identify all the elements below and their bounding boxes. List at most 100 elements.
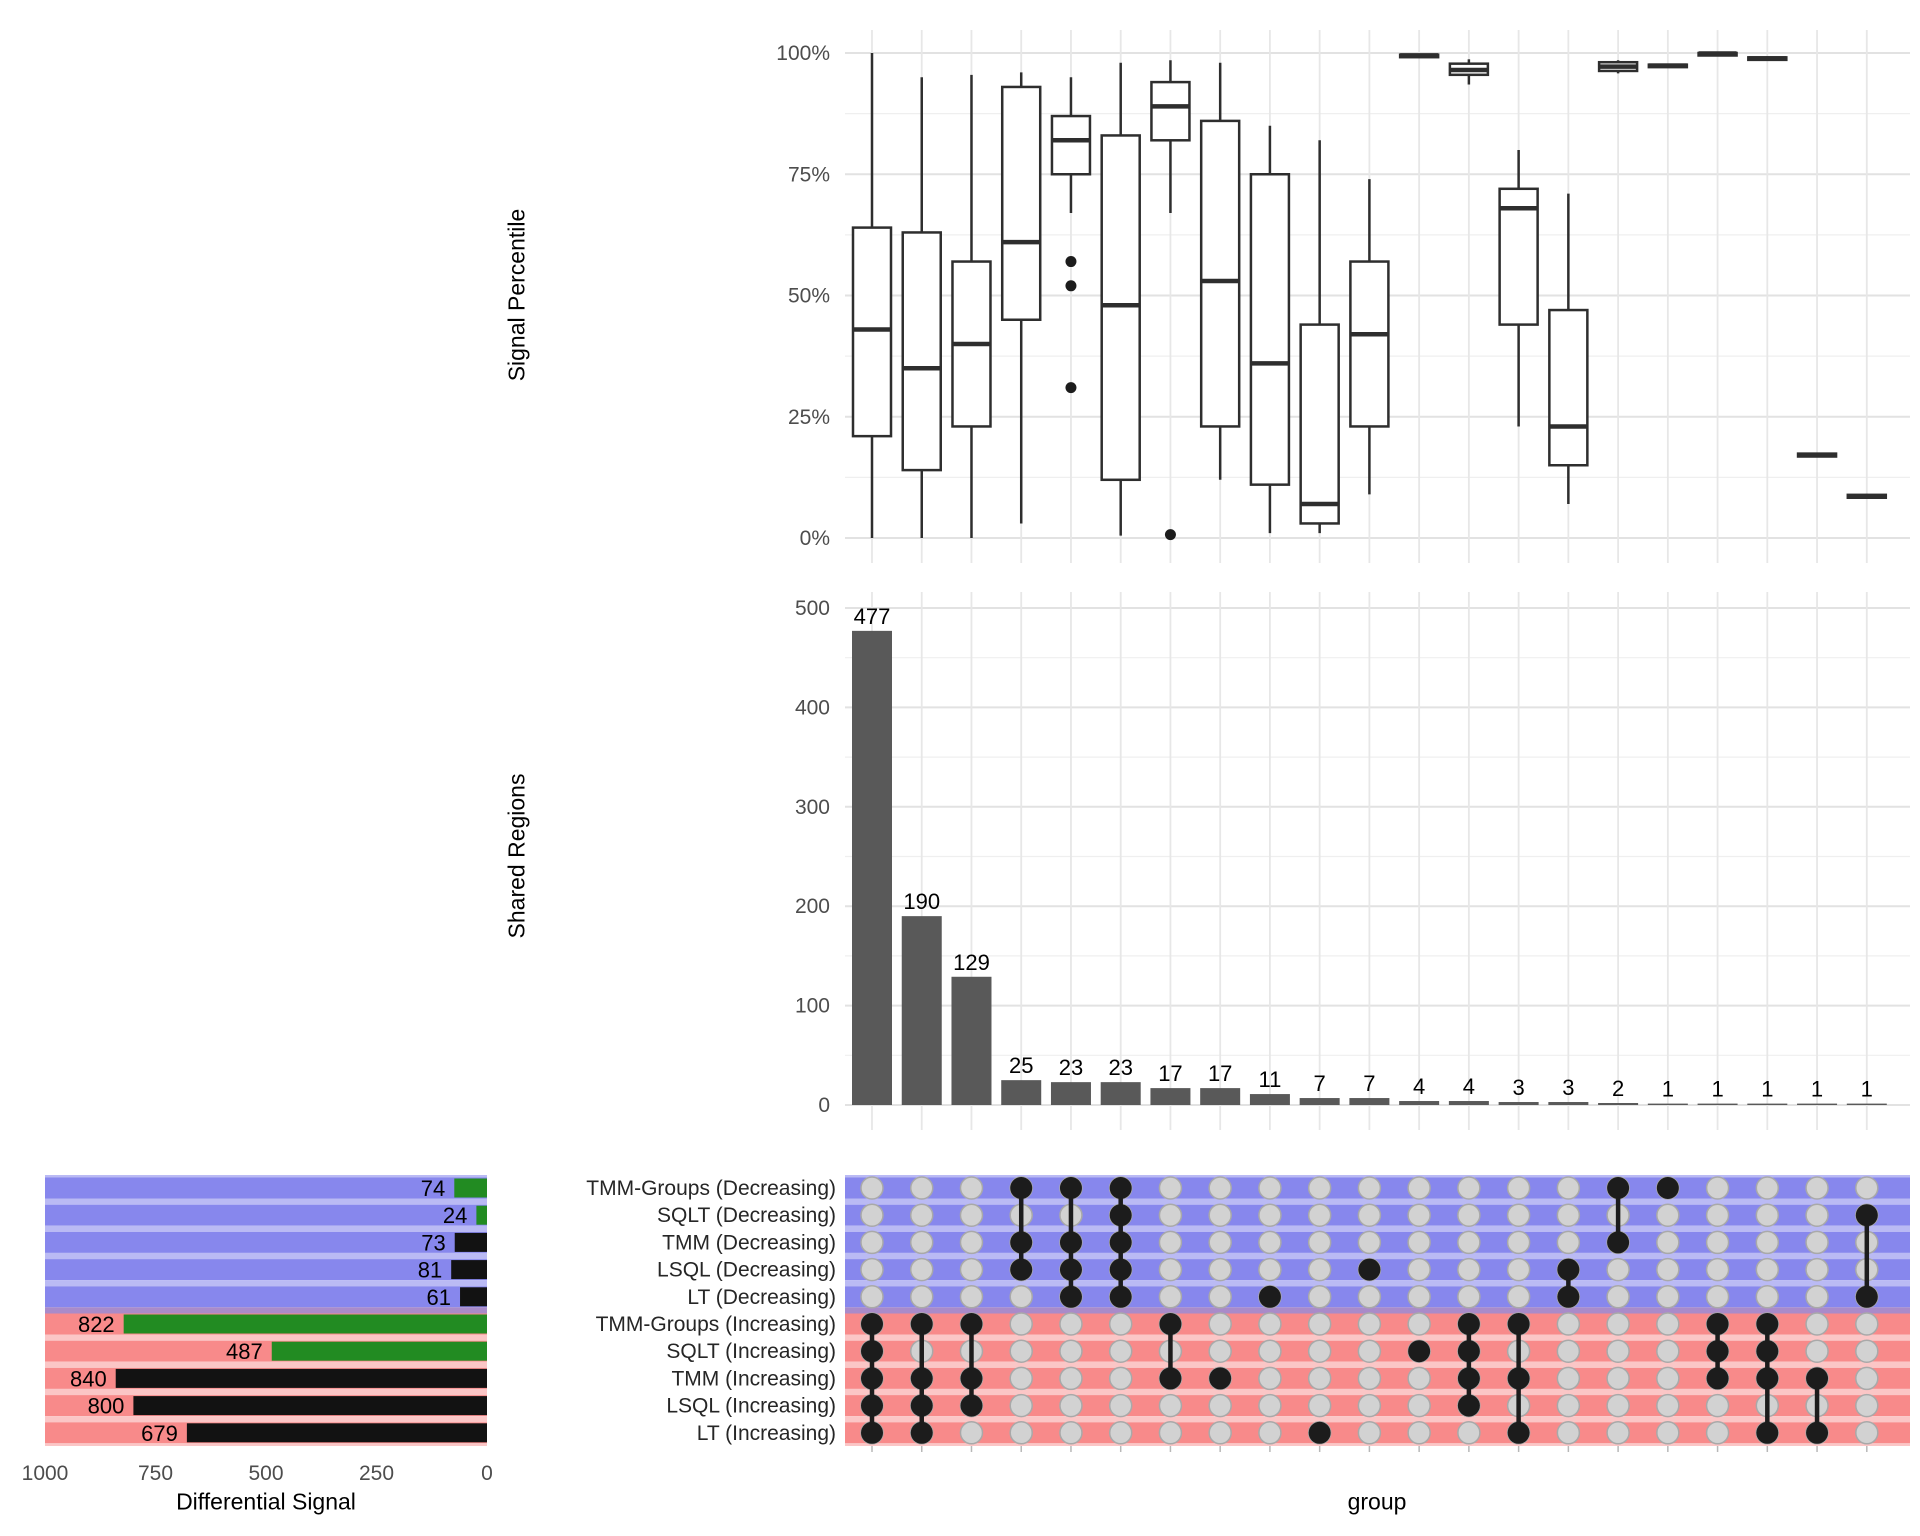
matrix-dot-empty [909,1257,934,1282]
matrix-dot-empty [1556,1339,1581,1363]
intersection-bar-value-label: 1 [1811,1077,1823,1102]
matrix-dot-empty [1656,1339,1680,1363]
matrix-dot-empty [909,1285,934,1309]
matrix-dot-empty [1506,1176,1531,1200]
matrix-dot-filled [1109,1258,1132,1281]
matrix-dot-empty [860,1176,884,1200]
matrix-stripe-light [845,1280,1910,1287]
matrix-dot-empty [1656,1393,1680,1418]
boxplot-box [901,231,942,472]
matrix-dot-filled [1557,1285,1580,1308]
matrix-dot-empty [1656,1312,1680,1336]
matrix-dot-empty [1258,1366,1282,1391]
matrix-row-label: SQLT (Decreasing) [657,1204,836,1227]
matrix-dot-empty [1357,1421,1382,1445]
matrix-dot-filled [1855,1204,1878,1227]
matrix-dot-empty [1158,1257,1183,1282]
intersection-bar [1598,1103,1639,1105]
setsize-stripe-light [45,1225,487,1232]
matrix-dot-filled [960,1313,983,1335]
setsize-bar [186,1423,487,1443]
matrix-dot-empty [1656,1285,1680,1309]
matrix-dot-empty [1307,1366,1332,1391]
matrix-dot-empty [1258,1257,1282,1282]
matrix-dot-empty [1158,1285,1183,1309]
matrix-dot-filled [1457,1367,1480,1390]
matrix-dot-empty [1805,1285,1829,1309]
matrix-dot-empty [1556,1176,1581,1200]
matrix-dot-empty [1357,1176,1382,1200]
matrix-dot-empty [1357,1285,1382,1309]
setsize-bar [454,1232,487,1252]
matrix-dot-empty [1357,1203,1382,1227]
intersection-bar-value-label: 23 [1108,1055,1132,1080]
matrix-dot-empty [959,1176,984,1200]
matrix-dot-empty [1258,1421,1282,1445]
matrix-dot-filled [1457,1394,1480,1417]
setsize-bar-value-label: 24 [443,1203,467,1228]
matrix-dot-empty [1407,1312,1431,1336]
matrix-dot-empty [1307,1230,1332,1255]
boxplot-outlier-dot [1065,382,1077,394]
boxplot-box [1498,187,1539,326]
matrix-dot-empty [1357,1230,1382,1255]
matrix-dot-empty [1606,1257,1630,1282]
boxplot-ytick-label: 100% [776,42,830,65]
matrix-dot-empty [1705,1176,1730,1200]
matrix-dot-empty [1158,1230,1183,1255]
matrix-dot-empty [1208,1230,1232,1255]
setsize-xtick-label: 750 [138,1462,173,1485]
matrix-dot-empty [1407,1203,1431,1227]
setsize-xtick-label: 500 [248,1462,283,1485]
matrix-row-label: TMM (Decreasing) [662,1231,836,1254]
matrix-dot-empty [1506,1285,1531,1309]
matrix-dot-empty [1059,1339,1083,1363]
matrix-dot-empty [1208,1176,1232,1200]
intersection-bar [1548,1102,1589,1105]
matrix-dot-empty [1208,1312,1232,1336]
setsize-bar-value-label: 487 [226,1339,263,1364]
setsize-stripe-light [45,1307,487,1314]
matrix-dot-empty [1307,1257,1332,1282]
matrix-stripe-light [845,1307,1910,1314]
matrix-dot-empty [1208,1393,1232,1418]
matrix-dot-filled [1806,1367,1829,1390]
matrix-dot-empty [1457,1176,1481,1200]
matrix-row-label: SQLT (Increasing) [666,1340,836,1363]
matrix-dot-empty [1307,1339,1332,1363]
matrix-dot-filled [1059,1258,1082,1281]
matrix-dot-filled [1308,1421,1331,1444]
matrix-dot-filled [1010,1231,1033,1254]
matrix-dot-filled [1756,1340,1779,1363]
matrix-dot-filled [861,1313,883,1335]
matrix-dot-empty [1158,1393,1183,1418]
intersection-bar [1100,1082,1141,1105]
matrix-dot-empty [1357,1393,1382,1418]
matrix-dot-filled [910,1394,933,1417]
setsize-bar-value-label: 81 [418,1258,442,1283]
matrix-stripe-light [845,1198,1910,1205]
intersection-bar-value-label: 129 [953,950,990,975]
matrix-dot-empty [1755,1257,1780,1282]
intersection-bar [1797,1103,1838,1105]
intersection-bar [1001,1080,1042,1105]
setsize-stripe-light [45,1361,487,1368]
matrix-dot-empty [959,1230,984,1255]
intersection-bar-value-label: 23 [1059,1055,1083,1080]
barchart-ytick-label: 500 [795,597,830,620]
matrix-dot-empty [1805,1176,1829,1200]
intersection-bar [1498,1102,1539,1105]
setsize-stripe-light [45,1252,487,1260]
matrix-dot-empty [1357,1312,1382,1336]
matrix-dot-filled [1457,1340,1480,1363]
matrix-dot-empty [909,1230,934,1255]
intersection-bar-value-label: 17 [1208,1061,1232,1086]
matrix-dot-empty [1407,1421,1431,1445]
matrix-dot-empty [1258,1176,1282,1200]
matrix-dot-empty [860,1230,884,1255]
boxplot-box [1249,173,1291,486]
matrix-dot-empty [1307,1393,1332,1418]
barchart-ytick-label: 100 [795,995,830,1018]
matrix-dot-empty [1208,1257,1232,1282]
barchart-ytick-label: 0 [818,1094,830,1117]
